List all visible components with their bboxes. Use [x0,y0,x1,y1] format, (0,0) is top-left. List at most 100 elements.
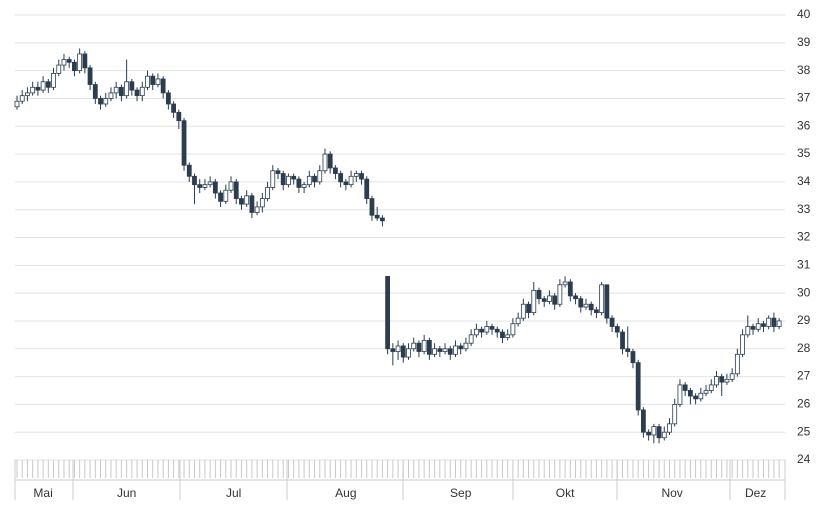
candle-body [228,181,234,191]
candle-body [646,431,652,436]
y-tick-label: 24 [797,452,811,466]
candle-body [77,53,83,72]
candle-body [160,78,166,94]
candle-body [750,326,756,330]
candle-body [473,328,479,336]
candle-body [103,98,109,105]
candle-body [244,195,250,205]
candle-body [667,423,672,433]
candle-body [573,295,578,300]
candle-body [447,348,453,355]
candle-body [505,334,511,339]
candle-body [197,184,203,188]
candle-body [301,184,307,188]
candle-body [567,281,573,297]
candle-body [270,170,276,188]
candle-body [771,317,777,327]
x-tick-label: Aug [335,486,356,500]
candle-body [677,384,683,405]
candle-body [145,75,150,88]
candle-body [421,340,427,352]
candle-body [442,348,448,352]
candle-body [609,317,615,327]
candle-body [594,309,599,313]
y-tick-label: 39 [797,35,811,49]
candle-body [327,153,333,169]
candle-body [515,317,521,325]
candle-body [776,320,782,327]
candle-body [484,326,490,333]
candle-body [468,334,474,344]
candle-body [51,73,56,88]
candle-body [588,303,594,311]
candle-body [186,164,192,177]
candle-body [734,353,740,375]
candle-body [192,175,197,186]
candle-body [745,326,751,336]
candle-body [599,284,605,313]
candle-body [35,86,41,91]
candle-body [755,323,761,330]
candle-body [520,303,526,319]
y-tick-label: 29 [797,313,811,327]
candle-body [703,390,709,394]
candle-body [714,376,719,386]
candle-body [500,331,505,339]
candle-body [150,75,156,85]
candle-body [687,390,693,397]
candle-body [406,348,411,358]
candle-body [165,92,171,105]
y-tick-label: 33 [797,202,811,216]
candle-body [30,86,36,94]
candle-body [139,86,145,97]
x-tick-label: Okt [556,486,575,500]
candle-body [343,181,349,186]
candle-body [400,345,406,358]
candle-body [348,175,354,186]
candle-body [317,170,323,183]
candle-body [641,409,646,433]
candle-body [61,59,67,66]
candle-body [379,217,385,222]
x-tick-label: Jul [226,486,241,500]
x-tick-label: Sep [450,486,472,500]
candle-body [66,59,72,63]
candle-body [552,295,558,305]
candle-body [536,289,542,300]
candle-body [45,81,51,88]
candle-body [635,362,641,411]
y-tick-label: 32 [797,230,811,244]
candle-body [82,53,88,69]
candle-body [656,426,662,439]
candle-body [557,284,563,305]
candle-body [239,198,244,205]
candle-body [129,81,135,91]
candle-body [72,61,77,72]
y-tick-label: 31 [797,257,811,271]
candle-body [98,98,103,105]
candle-body [416,342,422,352]
y-tick-label: 38 [797,63,811,77]
x-tick-label: Jun [117,486,136,500]
y-tick-label: 30 [797,285,811,299]
candle-body [672,403,678,425]
candle-body [108,92,114,99]
candle-body [740,334,745,355]
candle-body [291,175,297,180]
candle-body [489,326,495,330]
candle-body [275,170,281,174]
candle-body [87,67,93,85]
candle-body [364,178,370,199]
candle-body [625,348,631,352]
candle-body [437,348,443,352]
candle-body [547,295,552,302]
candle-body [338,173,344,183]
candle-body [207,181,213,186]
candle-body [19,95,25,102]
candle-body [708,384,714,391]
candle-body [432,348,438,355]
y-tick-label: 28 [797,341,811,355]
candle-body [614,326,620,333]
